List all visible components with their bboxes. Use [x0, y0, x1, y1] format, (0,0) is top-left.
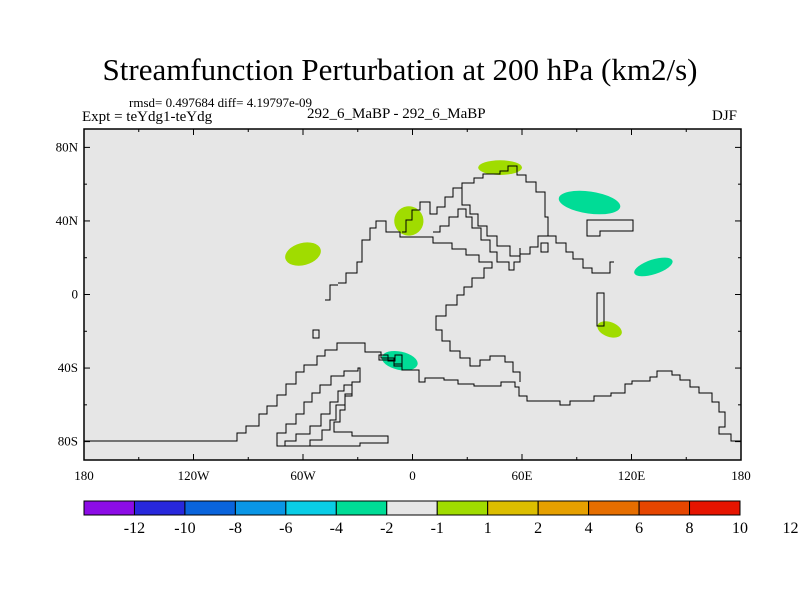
coastline-peninsula-spur	[540, 242, 549, 253]
colorbar-label: 6	[635, 520, 643, 537]
y-tick-label: 40N	[56, 213, 79, 228]
colorbar-swatch	[133, 500, 186, 516]
colorbar-swatch	[285, 500, 337, 516]
positive-anomaly-north-atlantic	[285, 242, 321, 266]
season-label: DJF	[712, 108, 738, 124]
colorbar-label: 2	[534, 520, 542, 537]
stats-label: rmsd= 0.497684 diff= 4.19797e-09	[129, 95, 313, 110]
negative-anomaly-south-atlantic	[381, 350, 418, 371]
colorbar-label: -8	[229, 520, 242, 537]
coastline-east-island-frame	[586, 219, 634, 237]
y-tick-label: 0	[72, 287, 79, 302]
x-tick-label: 120E	[618, 468, 646, 483]
chart-title: Streamfunction Perturbation at 200 hPa (…	[102, 52, 698, 87]
y-tick-label: 40S	[58, 360, 78, 375]
colorbar-label: 10	[732, 520, 748, 537]
colorbar-swatch	[83, 500, 135, 516]
colorbar-label: -4	[330, 520, 343, 537]
x-tick-label: 60E	[512, 468, 533, 483]
colorbar-label: 12	[782, 520, 798, 537]
colorbar-label: -10	[174, 520, 195, 537]
plot-area	[84, 129, 741, 460]
x-axis: 180 120W 60W 0 60E 120E 180	[74, 129, 751, 483]
coastline-antarctic-peninsula-outer	[276, 367, 361, 447]
colorbar-swatch	[234, 500, 287, 516]
colorbar-swatch	[335, 500, 388, 516]
experiment-label: Expt = teYdg1-teYdg	[82, 109, 213, 125]
x-tick-label: 120W	[178, 468, 211, 483]
colorbar-label: -6	[279, 520, 292, 537]
coastline-inner-loop	[461, 185, 521, 257]
coastline-east-island-vertical	[596, 292, 605, 327]
positive-anomaly-indian-ocean	[597, 321, 622, 338]
positive-anomaly-arctic-russia	[478, 160, 522, 175]
negative-anomaly-west-pacific	[634, 257, 673, 277]
colorbar-swatch	[487, 500, 539, 516]
coastlines	[84, 165, 741, 447]
colorbar-swatch	[436, 500, 489, 516]
anomaly-regions	[285, 160, 673, 371]
colorbar-label: 4	[585, 520, 593, 537]
x-tick-label: 180	[74, 468, 94, 483]
coastline-south-asia	[548, 235, 614, 274]
colorbar-label: 1	[484, 520, 492, 537]
colorbar: -12 -10 -8 -6 -4 -2 -1 1 2 4 6 8 10 12	[83, 500, 798, 537]
colorbar-swatch	[588, 500, 640, 516]
x-tick-label: 180	[731, 468, 751, 483]
coastline-antarctic-peninsula-inner	[284, 384, 389, 447]
coastline-northern-landmass	[402, 165, 549, 271]
colorbar-label: -2	[380, 520, 393, 537]
coastline-weddell-notch	[378, 354, 403, 367]
coastline-antarctica	[84, 342, 741, 442]
colorbar-swatch	[638, 500, 691, 516]
colorbar-label: -1	[431, 520, 444, 537]
colorbar-label: 8	[686, 520, 694, 537]
coastline-small-island	[312, 329, 320, 339]
coastline-isthmus-west	[325, 284, 338, 301]
x-tick-label: 60W	[290, 468, 316, 483]
y-tick-label: 80N	[56, 139, 79, 154]
run-comparison-label: 292_6_MaBP - 292_6_MaBP	[307, 106, 486, 122]
colorbar-swatch	[184, 500, 236, 516]
colorbar-swatch	[537, 500, 590, 516]
positive-anomaly-west-europe	[394, 206, 424, 236]
colorbar-label: -12	[124, 520, 145, 537]
colorbar-swatch	[386, 500, 438, 516]
negative-anomaly-siberia	[558, 190, 621, 215]
colorbar-swatch	[689, 500, 741, 516]
y-axis: 80N 40N 0 40S 80S	[56, 139, 741, 449]
y-tick-label: 80S	[58, 434, 78, 449]
coastline-main-continent	[338, 220, 521, 382]
x-tick-label: 0	[409, 468, 416, 483]
